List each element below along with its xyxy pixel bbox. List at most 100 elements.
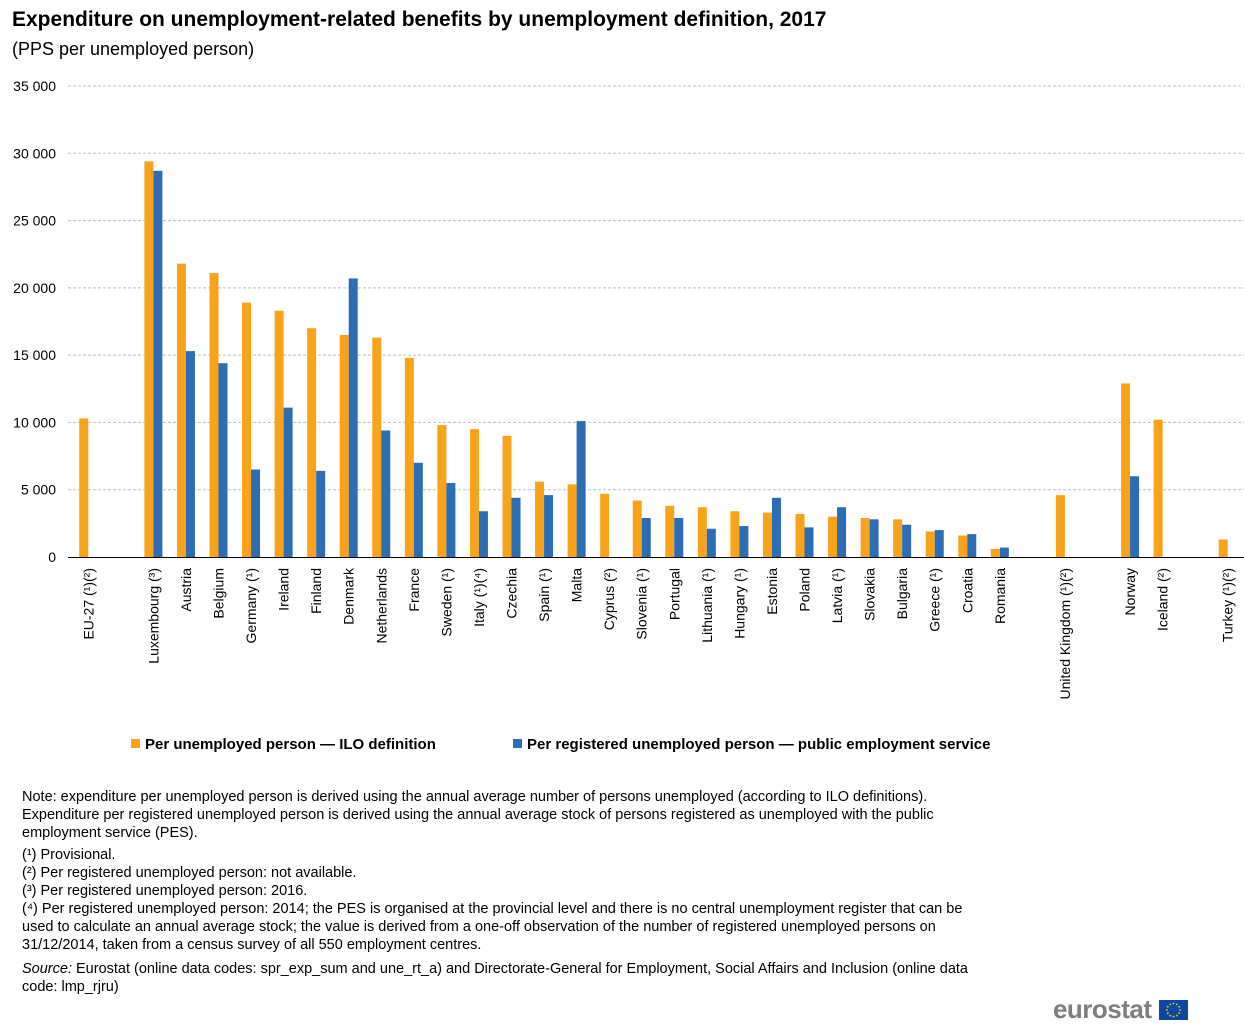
bar-pes — [967, 534, 977, 557]
bar-pes — [153, 170, 163, 557]
y-tick-label: 30 000 — [13, 145, 56, 161]
source-text: Eurostat (online data codes: spr_exp_sum… — [22, 961, 968, 995]
bar-ilo — [144, 161, 154, 558]
bar-ilo — [502, 435, 512, 557]
bar-pes — [934, 530, 944, 557]
footnote-4: (⁴) Per registered unemployed person: 20… — [22, 901, 963, 953]
footnote-3: (³) Per registered unemployed person: 20… — [22, 883, 308, 899]
bar-pes — [641, 517, 651, 557]
x-tick-label: Malta — [569, 568, 585, 602]
y-tick-label: 5 000 — [21, 482, 56, 498]
legend-item-pes: Per registered unemployed person — publi… — [513, 736, 990, 753]
bar-ilo — [79, 418, 89, 557]
bar-ilo — [1055, 495, 1065, 557]
bar-pes — [511, 497, 521, 557]
x-tick-label: Romania — [992, 568, 1008, 624]
x-tick-label: Turkey (¹)(²) — [1220, 568, 1236, 642]
bar-pes — [478, 511, 488, 557]
eurostat-logo: eurostat — [1053, 994, 1188, 1024]
y-tick-label: 10 000 — [13, 414, 56, 430]
bar-ilo — [535, 481, 545, 557]
bar-ilo — [893, 519, 903, 557]
bar-pes — [902, 524, 912, 557]
bar-ilo — [404, 357, 414, 557]
bar-ilo — [762, 512, 772, 557]
source-label: Source: — [22, 961, 72, 977]
x-tick-label: Italy (¹)(⁴) — [471, 568, 487, 627]
bar-ilo — [860, 517, 870, 557]
x-axis-labels: EU-27 (¹)(²) Luxembourg (³) Austria Belgium… — [80, 567, 1235, 699]
legend-swatch-pes — [513, 739, 522, 748]
bar-pes — [674, 517, 684, 557]
bar-ilo — [242, 302, 252, 557]
bar-pes — [706, 528, 716, 557]
y-tick-label: 15 000 — [13, 347, 56, 363]
bar-pes — [869, 519, 879, 557]
bar-pes — [316, 470, 326, 557]
bar-ilo — [665, 505, 675, 557]
bar-ilo — [925, 531, 935, 557]
bar-pes — [446, 482, 456, 557]
chart-subtitle: (PPS per unemployed person) — [12, 39, 255, 59]
x-tick-label: Estonia — [764, 568, 780, 615]
bar-pes — [348, 278, 358, 557]
bar-pes — [771, 497, 781, 557]
bar-ilo — [469, 429, 479, 557]
bar-ilo — [795, 513, 805, 557]
x-tick-label: France — [406, 568, 422, 612]
source-note: Source: Eurostat (online data codes: spr… — [22, 960, 982, 996]
legend-swatch-ilo — [131, 739, 140, 748]
y-axis-ticks: 0 5 000 10 000 15 000 20 000 25 000 30 000 35 0… — [13, 78, 56, 565]
x-tick-label: Slovenia (¹) — [634, 568, 650, 640]
bars — [79, 161, 1228, 558]
x-tick-label: Norway — [1122, 568, 1138, 615]
bar-ilo — [372, 337, 382, 557]
y-tick-label: 20 000 — [13, 280, 56, 296]
x-tick-label: Iceland (²) — [1155, 568, 1171, 631]
bar-ilo — [697, 507, 707, 557]
bar-pes — [251, 469, 261, 557]
bar-ilo — [1218, 539, 1228, 557]
bar-pes — [218, 363, 228, 557]
x-tick-label: Luxembourg (³) — [145, 568, 161, 664]
x-tick-label: Finland — [308, 568, 324, 614]
legend-label-pes: Per registered unemployed person — publi… — [527, 736, 991, 753]
x-tick-label: Sweden (¹) — [438, 568, 454, 636]
x-tick-label: Slovakia — [862, 568, 878, 621]
legend-item-ilo: Per unemployed person — ILO definition — [131, 736, 436, 753]
y-tick-label: 35 000 — [13, 78, 56, 94]
bar-pes — [381, 430, 391, 557]
bar-pes — [413, 462, 423, 557]
x-tick-label: Latvia (¹) — [829, 568, 845, 623]
x-tick-label: Lithuania (¹) — [699, 568, 715, 643]
x-tick-label: United Kingdom (¹)(²) — [1057, 568, 1073, 699]
bar-ilo — [209, 273, 219, 557]
eu-flag-icon — [1159, 999, 1188, 1020]
bar-pes — [544, 495, 554, 557]
bar-pes — [739, 526, 749, 557]
x-tick-label: Denmark — [341, 567, 357, 625]
bar-ilo — [339, 334, 349, 557]
bar-chart: 0 5 000 10 000 15 000 20 000 25 000 30 000 35 0… — [13, 78, 1244, 699]
bar-ilo — [437, 425, 447, 557]
x-tick-label: Greece (¹) — [927, 568, 943, 632]
x-tick-label: Belgium — [211, 568, 227, 619]
bar-pes — [999, 547, 1009, 557]
chart-title: Expenditure on unemployment-related bene… — [12, 8, 827, 31]
bar-pes — [1130, 476, 1140, 557]
legend: Per unemployed person — ILO definition P… — [0, 736, 1244, 758]
bar-ilo — [828, 516, 838, 557]
bar-ilo — [307, 328, 317, 557]
x-tick-label: Bulgaria — [894, 568, 910, 620]
x-tick-label: Austria — [178, 568, 194, 612]
x-tick-label: EU-27 (¹)(²) — [80, 568, 96, 640]
bar-pes — [837, 507, 847, 557]
bar-ilo — [274, 310, 284, 557]
x-tick-label: Portugal — [666, 568, 682, 620]
bar-pes — [185, 351, 195, 557]
bar-ilo — [632, 500, 642, 557]
bar-pes — [804, 527, 814, 557]
footnote-2: (²) Per registered unemployed person: no… — [22, 865, 357, 881]
legend-label-ilo: Per unemployed person — ILO definition — [145, 736, 436, 753]
x-tick-label: Cyprus (²) — [601, 568, 617, 630]
